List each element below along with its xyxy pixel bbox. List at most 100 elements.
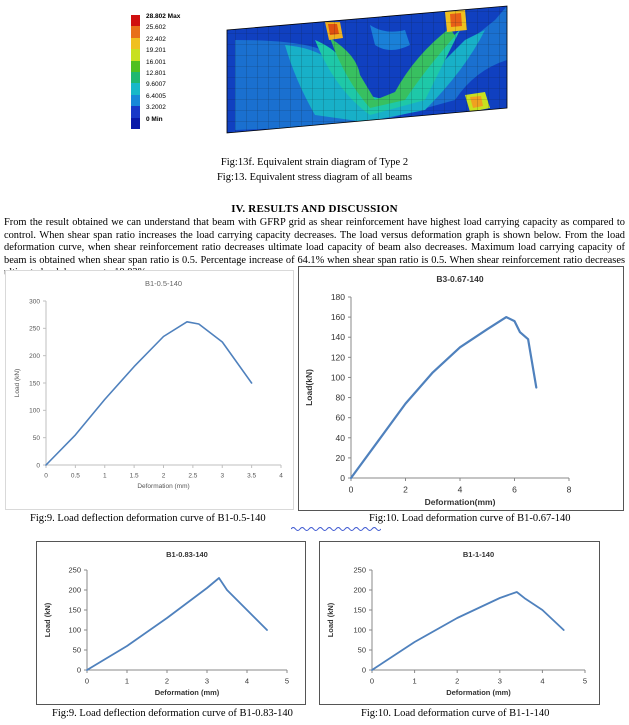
y-tick-label: 50 — [73, 646, 81, 655]
x-tick-label: 8 — [567, 485, 572, 495]
y-tick-label: 120 — [331, 352, 345, 362]
y-tick-label: 160 — [331, 312, 345, 322]
y-tick-label: 80 — [336, 393, 346, 403]
y-tick-label: 0 — [36, 462, 40, 469]
chart-b3-0-67-140: B3-0.67-140 0 20 40 60 80 100 120 140 160 180 0 2 4 6 8… — [298, 266, 624, 511]
x-tick-label: 4 — [279, 473, 283, 480]
y-tick-label: 150 — [68, 606, 81, 615]
y-tick-label: 300 — [29, 298, 40, 305]
y-tick-label: 100 — [29, 408, 40, 415]
x-axis-label: Deformation (mm) — [155, 688, 220, 697]
legend-value: 16.001 — [146, 58, 166, 66]
x-tick-label: 2 — [165, 677, 169, 686]
x-tick-label: 6 — [512, 485, 517, 495]
legend-swatch — [131, 106, 140, 118]
y-tick-label: 150 — [29, 380, 40, 387]
chart-title: B1-1-140 — [463, 550, 494, 559]
y-tick-label: 150 — [353, 606, 366, 615]
contour-figure: 28.802 Max 25.602 22.402 19.201 16.001 12.801… — [125, 0, 520, 140]
chart-b1-0-83-140: B1-0.83-140 0 50 100 150 200 250 0 1 2 3 4 5 Deformat… — [36, 541, 306, 705]
legend-value: 0 Min — [146, 115, 163, 123]
x-tick-label: 2 — [403, 485, 408, 495]
caption-fig10-b1-1: Fig:10. Load deformation curve of B1-1-1… — [361, 708, 550, 719]
y-tick-label: 200 — [353, 586, 366, 595]
chart-b1-1-140: B1-1-140 0 50 100 150 200 250 0 1 2 3 4 5 Deformation… — [319, 541, 600, 705]
x-tick-label: 2 — [162, 473, 166, 480]
x-tick-label: 0 — [44, 473, 48, 480]
y-tick-label: 0 — [77, 666, 81, 675]
x-axis-label: Deformation (mm) — [137, 483, 189, 490]
contour-legend: 28.802 Max 25.602 22.402 19.201 16.001 12.801… — [131, 13, 211, 130]
legend-swatch — [131, 15, 140, 27]
x-tick-label: 0 — [85, 677, 89, 686]
legend-value: 3.2002 — [146, 104, 166, 112]
caption-fig10-b1-0-67: Fig:10. Load deformation curve of B1-0.6… — [369, 513, 571, 524]
y-tick-label: 0 — [362, 666, 366, 675]
legend-value: 25.602 — [146, 24, 166, 32]
y-tick-label: 0 — [340, 473, 345, 483]
y-tick-label: 20 — [336, 453, 346, 463]
fig13f-caption: Fig:13f. Equivalent strain diagram of Ty… — [220, 157, 409, 168]
beam-contour-plot — [226, 5, 508, 134]
y-tick-label: 60 — [336, 413, 346, 423]
x-tick-label: 3.5 — [247, 473, 256, 480]
load-deformation-curve — [349, 316, 538, 480]
y-tick-label: 50 — [33, 435, 41, 442]
legend-value: 6.4005 — [146, 92, 166, 100]
legend-swatch — [131, 83, 140, 96]
y-tick-label: 200 — [29, 353, 40, 360]
y-tick-label: 100 — [353, 626, 366, 635]
chart-title: B1-0.83-140 — [166, 550, 208, 559]
y-tick-label: 40 — [336, 433, 346, 443]
x-tick-label: 3 — [498, 677, 502, 686]
x-tick-label: 5 — [583, 677, 587, 686]
y-tick-label: 250 — [68, 566, 81, 575]
y-tick-label: 250 — [353, 566, 366, 575]
y-axis-label: Load (kN) — [43, 602, 52, 637]
load-deformation-curve — [86, 577, 268, 671]
y-tick-label: 180 — [331, 292, 345, 302]
y-tick-label: 100 — [331, 372, 345, 382]
chart-b1-0-5-140: B1-0.5-140 0 50 100 150 200 250 300 0 0.5 1 1.5 2 2.5… — [5, 270, 294, 510]
x-tick-label: 5 — [285, 677, 289, 686]
legend-swatch — [131, 72, 140, 84]
x-tick-label: 3 — [220, 473, 224, 480]
x-tick-label: 4 — [458, 485, 463, 495]
legend-value: 9.6007 — [146, 81, 166, 89]
legend-swatch — [131, 117, 140, 130]
legend-swatch — [131, 49, 140, 61]
chart-title: B1-0.5-140 — [145, 279, 182, 288]
x-tick-label: 2 — [455, 677, 459, 686]
fig13-caption: Fig:13. Equivalent stress diagram of all… — [216, 172, 413, 183]
x-tick-label: 1 — [103, 473, 107, 480]
legend-swatch — [131, 60, 140, 73]
x-axis-label: Deformation (mm) — [446, 688, 511, 697]
legend-swatch — [131, 94, 140, 107]
caption-fig9-b1-0-83: Fig:9. Load deflection deformation curve… — [52, 708, 293, 719]
y-tick-label: 50 — [358, 646, 366, 655]
legend-swatch — [131, 37, 140, 50]
x-tick-label: 4 — [245, 677, 249, 686]
x-tick-label: 1.5 — [130, 473, 139, 480]
y-tick-label: 250 — [29, 326, 40, 333]
legend-value: 22.402 — [146, 35, 166, 43]
caption-fig9-b1-0-5: Fig:9. Load deflection deformation curve… — [30, 513, 266, 524]
x-tick-label: 2.5 — [188, 473, 197, 480]
legend-swatch — [131, 26, 140, 39]
y-tick-label: 100 — [68, 626, 81, 635]
legend-value: 19.201 — [146, 47, 166, 55]
legend-value: 28.802 Max — [146, 13, 181, 20]
legend-value: 12.801 — [146, 70, 166, 77]
load-deformation-curve — [45, 321, 253, 466]
y-axis-label: Load (kN) — [326, 602, 335, 637]
y-axis-label: Load(kN) — [304, 369, 314, 406]
chart-title: B3-0.67-140 — [436, 274, 484, 284]
load-deformation-curve — [371, 591, 565, 671]
x-tick-label: 4 — [540, 677, 544, 686]
x-axis-label: Deformation(mm) — [425, 497, 496, 507]
y-tick-label: 200 — [68, 586, 81, 595]
y-tick-label: 140 — [331, 332, 345, 342]
section-heading: IV. RESULTS AND DISCUSSION — [231, 203, 398, 215]
x-tick-label: 1 — [413, 677, 417, 686]
x-tick-label: 0 — [349, 485, 354, 495]
